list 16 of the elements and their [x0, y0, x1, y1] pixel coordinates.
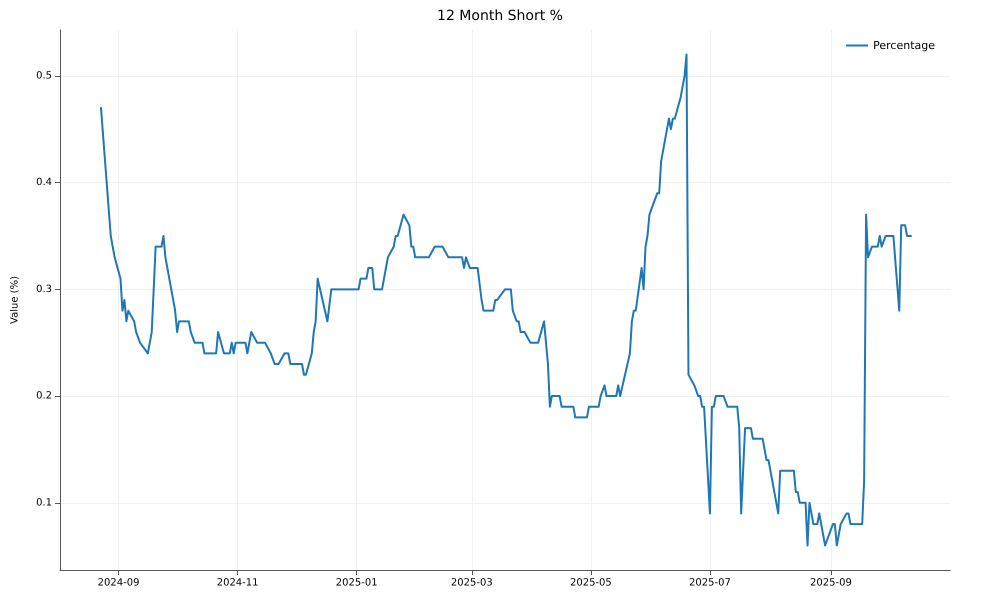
- legend-label: Percentage: [873, 39, 936, 52]
- x-tick-label: 2025-07: [689, 578, 731, 588]
- x-tick-label: 2025-09: [810, 578, 852, 588]
- x-tick-label: 2025-03: [450, 578, 493, 588]
- x-tick-label: 2025-05: [570, 578, 612, 588]
- y-tick-label: 0.3: [36, 284, 52, 295]
- line-series: [100, 54, 912, 546]
- y-tick-label: 0.5: [36, 70, 52, 82]
- y-tick-label: 0.1: [36, 497, 52, 508]
- y-axis-title: Value (%): [10, 276, 20, 324]
- x-tick-label: 2025-01: [336, 578, 378, 588]
- x-tick-label: 2024-11: [216, 578, 259, 588]
- x-tick-label: 2024-09: [98, 578, 140, 588]
- y-tick-label: 0.2: [36, 390, 52, 402]
- y-tick-label: 0.4: [36, 177, 52, 188]
- chart-title: 12 Month Short %: [437, 8, 563, 24]
